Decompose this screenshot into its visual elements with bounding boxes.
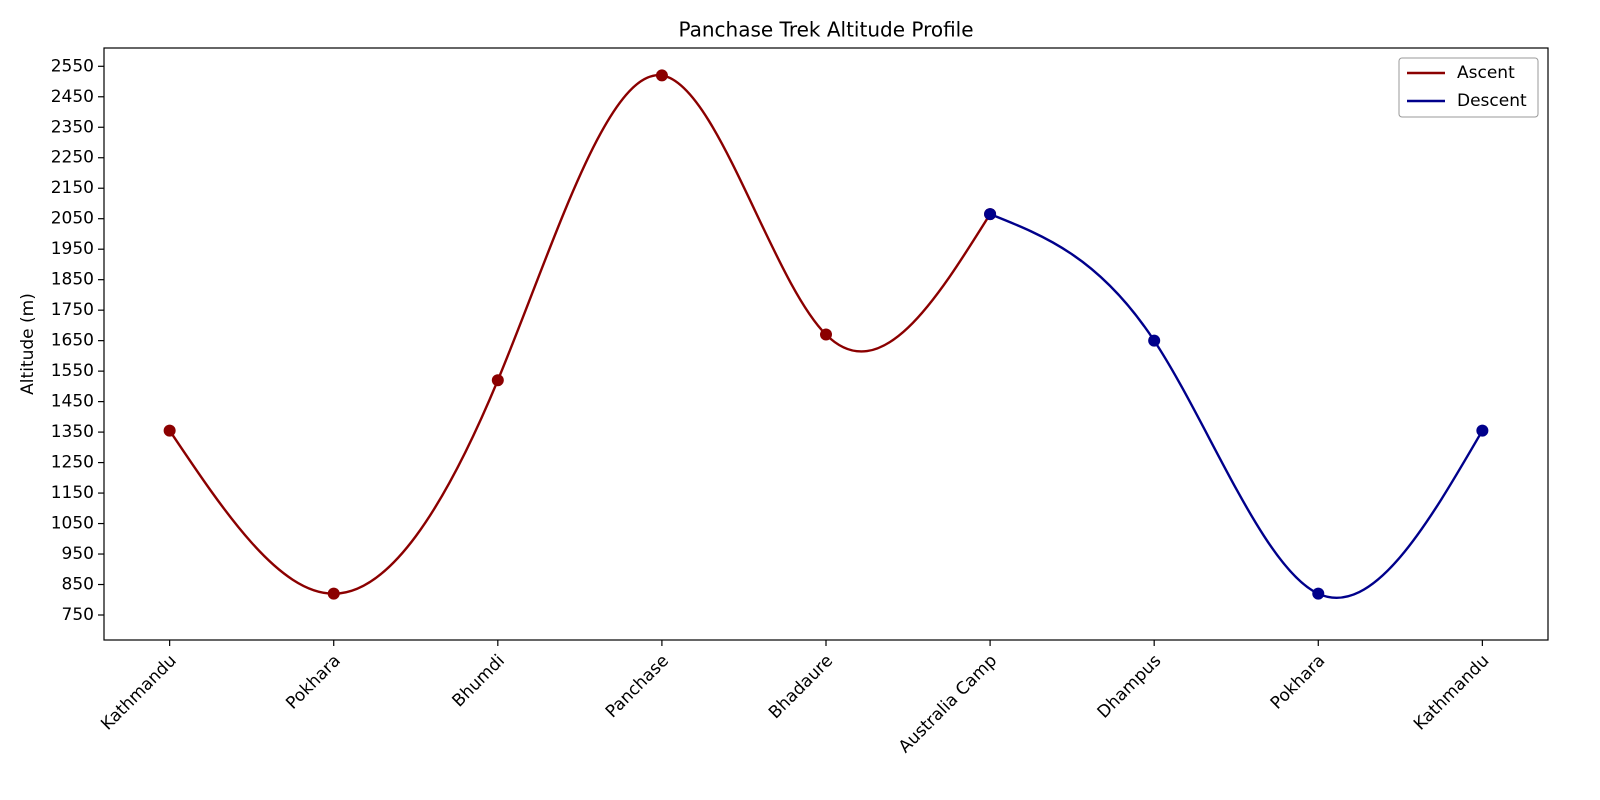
y-tick-label: 1550 — [51, 361, 94, 381]
data-point — [1476, 424, 1489, 437]
y-tick-label: 2150 — [51, 178, 94, 198]
y-tick-label: 1150 — [51, 483, 94, 503]
legend-label: Descent — [1457, 91, 1527, 111]
data-point — [327, 587, 340, 600]
y-tick-label: 2550 — [51, 56, 94, 76]
data-point — [1148, 334, 1161, 347]
y-tick-label: 850 — [62, 575, 94, 595]
data-point — [163, 424, 176, 437]
y-tick-label: 2450 — [51, 87, 94, 107]
data-point — [491, 374, 504, 387]
y-tick-label: 2050 — [51, 209, 94, 229]
data-point — [1312, 587, 1325, 600]
legend: Ascent Descent — [1398, 57, 1539, 118]
y-tick-label: 950 — [62, 544, 94, 564]
y-tick-label: 2250 — [51, 148, 94, 168]
y-tick-label: 1650 — [51, 331, 94, 351]
series-line — [989, 213, 1484, 600]
y-tick-label: 1050 — [51, 514, 94, 534]
chart-title: Panchase Trek Altitude Profile — [678, 18, 973, 42]
y-axis-label: Altitude (m) — [18, 293, 38, 395]
legend-label: Ascent — [1457, 63, 1515, 83]
y-tick-label: 1750 — [51, 300, 94, 320]
data-point — [820, 328, 832, 341]
data-point — [984, 208, 997, 221]
y-tick-label: 1450 — [51, 392, 94, 412]
data-point — [655, 69, 668, 82]
y-tick-label: 1250 — [51, 453, 94, 473]
y-tick-label: 2350 — [51, 117, 94, 137]
y-tick-label: 1850 — [51, 270, 94, 290]
y-tick-label: 750 — [62, 605, 94, 625]
y-tick-label: 1950 — [51, 239, 94, 259]
y-tick-label: 1350 — [51, 422, 94, 442]
